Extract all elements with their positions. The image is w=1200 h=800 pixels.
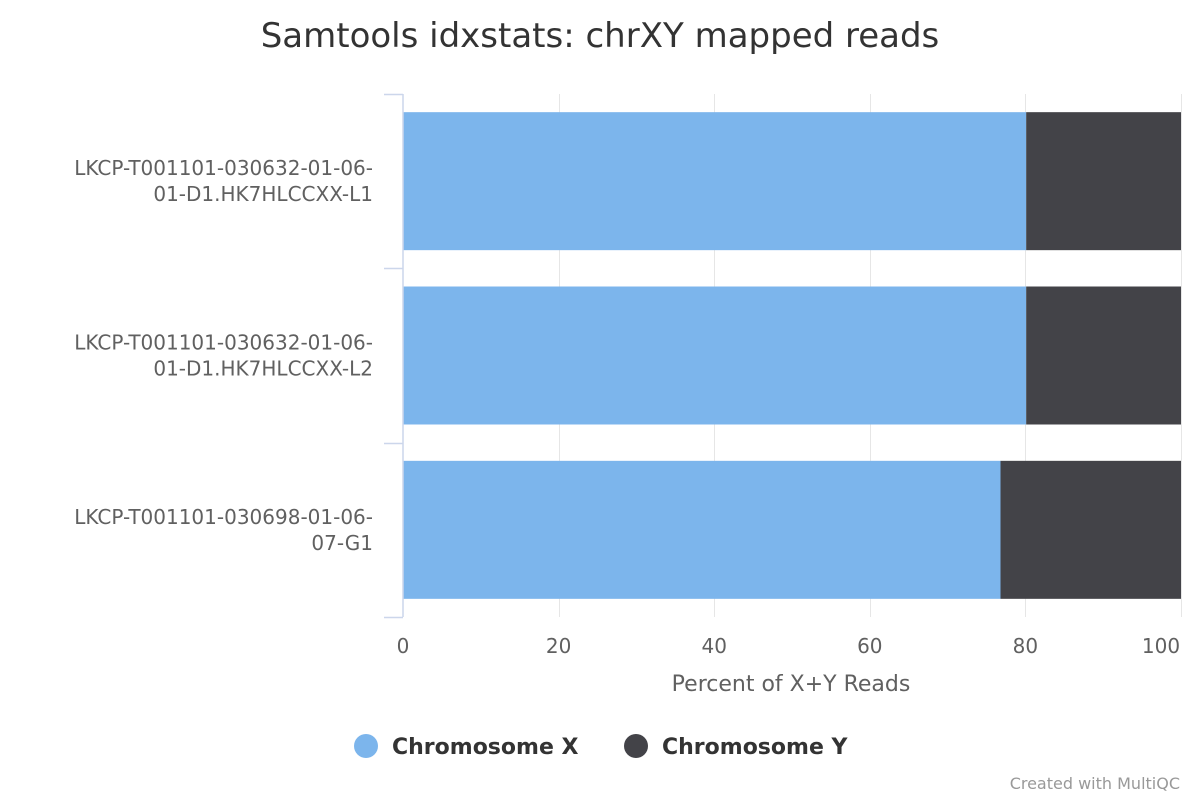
category-labels: LKCP-T001101-030632-01-06-01-D1.HK7HLCCX…	[74, 156, 373, 555]
bar-chromosome-x[interactable]	[403, 460, 1001, 599]
legend-label: Chromosome X	[392, 735, 579, 760]
x-tick-label: 80	[1013, 634, 1038, 658]
x-tick-label: 20	[546, 634, 571, 658]
x-tick-label: 0	[397, 634, 410, 658]
category-label: LKCP-T001101-030698-01-06-07-G1	[74, 505, 373, 555]
chart-title: Samtools idxstats: chrXY mapped reads	[261, 16, 940, 56]
bar-chromosome-y[interactable]	[1026, 112, 1181, 251]
bar-chromosome-x[interactable]	[403, 286, 1027, 425]
category-label: LKCP-T001101-030632-01-06-01-D1.HK7HLCCX…	[74, 156, 373, 206]
category-label: LKCP-T001101-030632-01-06-01-D1.HK7HLCCX…	[74, 331, 373, 381]
legend[interactable]: Chromosome X Chromosome Y	[354, 734, 849, 760]
x-tick-label: 60	[857, 634, 882, 658]
legend-marker	[354, 734, 378, 758]
x-tick-label: 100	[1142, 634, 1180, 658]
legend-item[interactable]: Chromosome X	[354, 734, 579, 760]
x-tick-label: 40	[701, 634, 726, 658]
x-axis-title: Percent of X+Y Reads	[672, 672, 911, 697]
legend-item[interactable]: Chromosome Y	[624, 734, 849, 760]
axes	[384, 93, 404, 619]
bar-chromosome-y[interactable]	[1000, 460, 1181, 599]
legend-label: Chromosome Y	[662, 735, 849, 760]
bars	[403, 112, 1181, 599]
legend-marker	[624, 734, 648, 758]
bar-chromosome-x[interactable]	[403, 112, 1027, 251]
x-tick-labels: 0 20 40 60 80 100	[397, 634, 1180, 658]
bar-chromosome-y[interactable]	[1026, 286, 1181, 425]
credit-text[interactable]: Created with MultiQC	[1010, 774, 1180, 793]
